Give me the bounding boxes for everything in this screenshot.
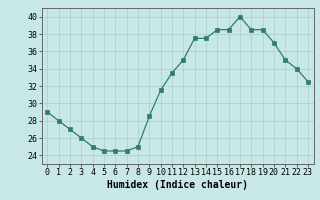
X-axis label: Humidex (Indice chaleur): Humidex (Indice chaleur): [107, 180, 248, 190]
